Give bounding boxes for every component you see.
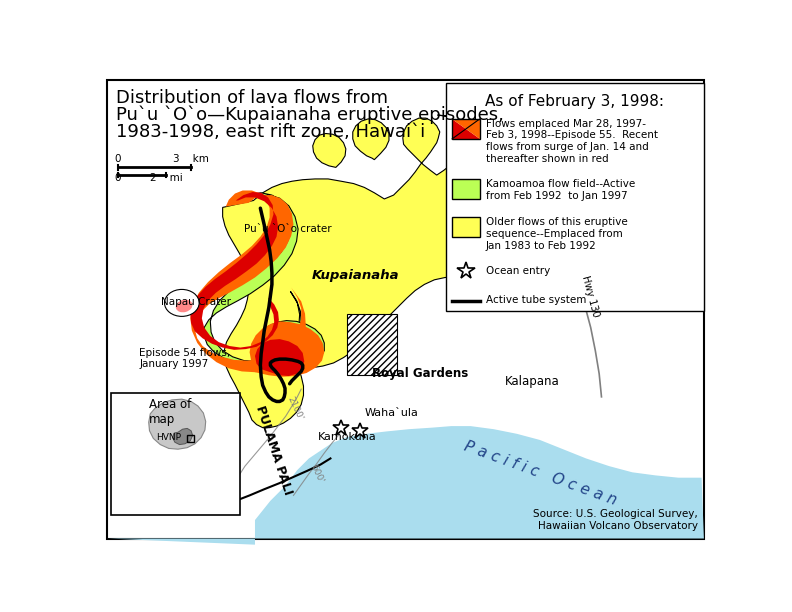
Text: Ocean entry: Ocean entry bbox=[486, 266, 550, 276]
Text: HVNP: HVNP bbox=[156, 433, 181, 442]
Text: Active tube system: Active tube system bbox=[486, 295, 586, 305]
Text: Episode 54 flows,
January 1997: Episode 54 flows, January 1997 bbox=[139, 348, 230, 369]
Text: PULAMA PALI: PULAMA PALI bbox=[253, 405, 295, 497]
Text: Flows emplaced Mar 28, 1997-
Feb 3, 1998--Episode 55.  Recent
flows from surge o: Flows emplaced Mar 28, 1997- Feb 3, 1998… bbox=[486, 119, 658, 163]
Polygon shape bbox=[107, 426, 704, 545]
Text: Pu`u `O`o crater: Pu`u `O`o crater bbox=[244, 224, 332, 234]
Text: Royal Gardens: Royal Gardens bbox=[372, 367, 469, 380]
Text: Kamokuna: Kamokuna bbox=[318, 432, 377, 442]
Polygon shape bbox=[253, 321, 324, 366]
Text: Pu`u `O`o—Kupaianaha eruptive episodes,: Pu`u `O`o—Kupaianaha eruptive episodes, bbox=[116, 106, 505, 124]
Text: 2100': 2100' bbox=[286, 395, 304, 422]
Text: 0: 0 bbox=[115, 173, 121, 183]
Bar bbox=[452, 119, 480, 139]
Text: Kupaianaha: Kupaianaha bbox=[311, 269, 399, 282]
Bar bbox=[348, 314, 398, 375]
Polygon shape bbox=[190, 190, 306, 372]
Bar bbox=[187, 435, 194, 441]
Text: 0: 0 bbox=[115, 154, 121, 164]
Text: Napau Crater: Napau Crater bbox=[161, 297, 231, 307]
Text: Hwy 130: Hwy 130 bbox=[581, 275, 601, 319]
Polygon shape bbox=[255, 339, 304, 376]
Ellipse shape bbox=[165, 289, 199, 316]
Ellipse shape bbox=[176, 300, 192, 312]
Text: P a c i f i c   O c e a n: P a c i f i c O c e a n bbox=[462, 439, 619, 509]
Text: 3    km: 3 km bbox=[173, 154, 209, 164]
Bar bbox=[111, 393, 240, 515]
Bar bbox=[452, 179, 480, 199]
Polygon shape bbox=[190, 192, 279, 350]
Text: 600': 600' bbox=[308, 463, 325, 485]
Text: Area of
map: Area of map bbox=[149, 398, 191, 427]
Text: 1983-1998, east rift zone, Hawai`i: 1983-1998, east rift zone, Hawai`i bbox=[116, 123, 425, 141]
Polygon shape bbox=[149, 399, 206, 449]
Polygon shape bbox=[452, 119, 480, 139]
Text: Older flows of this eruptive
sequence--Emplaced from
Jan 1983 to Feb 1992: Older flows of this eruptive sequence--E… bbox=[486, 217, 628, 251]
Text: Kamoamoa flow field--Active
from Feb 1992  to Jan 1997: Kamoamoa flow field--Active from Feb 199… bbox=[486, 179, 635, 201]
Polygon shape bbox=[452, 119, 480, 139]
Polygon shape bbox=[173, 428, 192, 444]
Polygon shape bbox=[313, 133, 346, 167]
Text: Kalapana: Kalapana bbox=[505, 375, 560, 388]
Text: Waha`ula: Waha`ula bbox=[364, 408, 418, 418]
Text: Chain of Craters
Road: Chain of Craters Road bbox=[111, 479, 230, 512]
Bar bbox=[452, 217, 480, 237]
Polygon shape bbox=[204, 193, 301, 364]
Text: Source: U.S. Geological Survey,
Hawaiian Volcano Observatory: Source: U.S. Geological Survey, Hawaiian… bbox=[533, 509, 698, 531]
Text: Distribution of lava flows from: Distribution of lava flows from bbox=[116, 89, 388, 107]
Bar bbox=[446, 83, 704, 311]
Text: 2    mi: 2 mi bbox=[150, 173, 183, 183]
Text: As of February 3, 1998:: As of February 3, 1998: bbox=[485, 94, 664, 109]
Polygon shape bbox=[223, 105, 539, 428]
Polygon shape bbox=[352, 119, 389, 160]
Polygon shape bbox=[249, 321, 324, 377]
